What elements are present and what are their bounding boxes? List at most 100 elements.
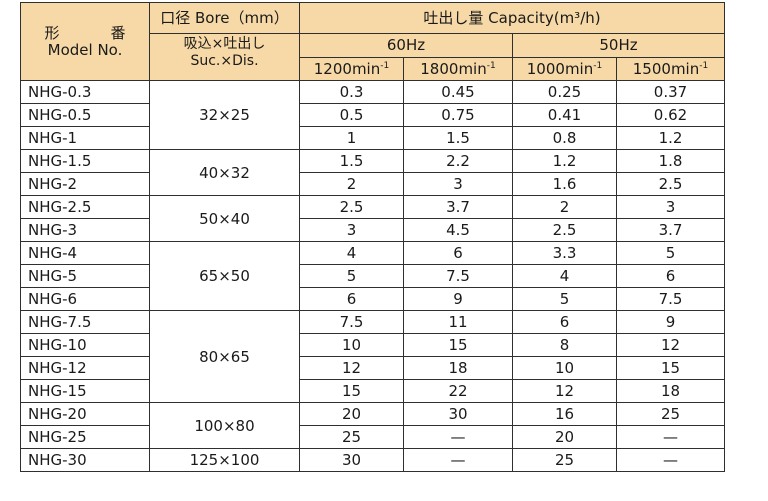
capacity-value: 0.25 bbox=[512, 80, 617, 104]
bore-cell: 50×40 bbox=[149, 195, 300, 242]
capacity-value: 6 bbox=[403, 241, 513, 265]
model-cell: NHG-4 bbox=[20, 241, 150, 265]
capacity-value: 5 bbox=[299, 264, 404, 288]
capacity-value: 7.5 bbox=[616, 287, 725, 311]
capacity-value: 25 bbox=[616, 402, 725, 426]
capacity-value: 2.5 bbox=[616, 172, 725, 196]
capacity-value: 2 bbox=[512, 195, 617, 219]
capacity-value: 12 bbox=[299, 356, 404, 380]
capacity-value: — bbox=[403, 448, 513, 472]
model-cell: NHG-25 bbox=[20, 425, 150, 449]
capacity-value: 2.2 bbox=[403, 149, 513, 173]
table-row: NHG-2 2 3 1.6 2.5 bbox=[20, 172, 725, 196]
model-cell: NHG-1 bbox=[20, 126, 150, 150]
capacity-value: 30 bbox=[403, 402, 513, 426]
speed-header-1000: 1000min-1 bbox=[512, 57, 617, 81]
table-row: NHG-25 25—20— bbox=[20, 425, 725, 449]
capacity-value: 0.75 bbox=[403, 103, 513, 127]
model-cell: NHG-0.3 bbox=[20, 80, 150, 104]
capacity-value: 2 bbox=[299, 172, 404, 196]
bore-subheader: 吸込×吐出し Suc.×Dis. bbox=[149, 33, 300, 81]
capacity-value: 6 bbox=[512, 310, 617, 334]
table-row: NHG-15 15 22 12 18 bbox=[20, 379, 725, 403]
capacity-value: 6 bbox=[299, 287, 404, 311]
bore-cell: 32×25 bbox=[149, 80, 300, 150]
capacity-value: 3.3 bbox=[512, 241, 617, 265]
model-header: 形 番 Model No. bbox=[20, 2, 150, 81]
capacity-value: 1.2 bbox=[616, 126, 725, 150]
table-row: NHG-0.3 32×25 0.3 0.45 0.25 0.37 bbox=[20, 80, 725, 150]
capacity-value: 2.5 bbox=[512, 218, 617, 242]
capacity-value: 1.5 bbox=[403, 126, 513, 150]
capacity-value: 6 bbox=[616, 264, 725, 288]
capacity-value: 0.37 bbox=[616, 80, 725, 104]
capacity-value: 30 bbox=[299, 448, 404, 472]
speed-base: 1800min bbox=[420, 59, 487, 78]
model-cell: NHG-0.5 bbox=[20, 103, 150, 127]
speed-base: 1200min bbox=[313, 59, 381, 78]
bore-cell: 65×50 bbox=[149, 241, 300, 311]
capacity-value: 1.5 bbox=[299, 149, 404, 173]
speed-base: 1500min bbox=[632, 59, 700, 78]
model-cell: NHG-3 bbox=[20, 218, 150, 242]
capacity-value: 3 bbox=[616, 195, 725, 219]
capacity-value: 0.62 bbox=[616, 103, 725, 127]
speed-sup: -1 bbox=[699, 60, 709, 71]
freq-60hz-header: 60Hz bbox=[299, 33, 513, 58]
model-cell: NHG-1.5 bbox=[20, 149, 150, 173]
model-cell: NHG-20 bbox=[20, 402, 150, 426]
capacity-spec-table: 形 番 Model No. 口径 Bore（mm） 吐出し量 Capacity(… bbox=[20, 2, 725, 472]
capacity-value: 9 bbox=[403, 287, 513, 311]
model-cell: NHG-6 bbox=[20, 287, 150, 311]
capacity-value: 15 bbox=[403, 333, 513, 357]
capacity-value: 12 bbox=[616, 333, 725, 357]
capacity-value: 25 bbox=[512, 448, 617, 472]
capacity-value: 22 bbox=[403, 379, 513, 403]
capacity-header: 吐出し量 Capacity(m³/h) bbox=[299, 2, 725, 34]
capacity-value: 3 bbox=[403, 172, 513, 196]
model-cell: NHG-15 bbox=[20, 379, 150, 403]
capacity-value: 10 bbox=[512, 356, 617, 380]
capacity-value: 11 bbox=[403, 310, 513, 334]
model-cell: NHG-10 bbox=[20, 333, 150, 357]
capacity-value: — bbox=[403, 425, 513, 449]
table-row: NHG-30 125×100 30—25— bbox=[20, 448, 725, 472]
speed-sup: -1 bbox=[593, 60, 603, 71]
bore-cell: 40×32 bbox=[149, 149, 300, 196]
table-row: NHG-20 100×80 20 30 16 25 bbox=[20, 402, 725, 449]
table-row: NHG-6 6 9 5 7.5 bbox=[20, 287, 725, 311]
table-row: NHG-2.5 50×40 2.5 3.7 2 3 bbox=[20, 195, 725, 242]
capacity-value: 4 bbox=[299, 241, 404, 265]
capacity-value: 18 bbox=[403, 356, 513, 380]
bore-cell: 80×65 bbox=[149, 310, 300, 403]
model-cell: NHG-5 bbox=[20, 264, 150, 288]
capacity-value: 20 bbox=[512, 425, 617, 449]
capacity-value: 3.7 bbox=[403, 195, 513, 219]
capacity-value: 9 bbox=[616, 310, 725, 334]
speed-sup: -1 bbox=[380, 60, 390, 71]
capacity-value: 0.5 bbox=[299, 103, 404, 127]
capacity-value: 15 bbox=[299, 379, 404, 403]
capacity-value: 0.45 bbox=[403, 80, 513, 104]
capacity-value: 1.8 bbox=[616, 149, 725, 173]
capacity-value: 12 bbox=[512, 379, 617, 403]
table-row: NHG-1.5 40×32 1.5 2.2 1.2 1.8 bbox=[20, 149, 725, 196]
capacity-value: — bbox=[616, 448, 725, 472]
model-cell: NHG-2.5 bbox=[20, 195, 150, 219]
model-cell: NHG-2 bbox=[20, 172, 150, 196]
capacity-value: 2.5 bbox=[299, 195, 404, 219]
model-header-en: Model No. bbox=[47, 40, 123, 59]
capacity-value: 7.5 bbox=[299, 310, 404, 334]
table-row: NHG-0.5 0.5 0.75 0.41 0.62 bbox=[20, 103, 725, 127]
capacity-value: 25 bbox=[299, 425, 404, 449]
capacity-value: 0.8 bbox=[512, 126, 617, 150]
bore-sub-jp: 吸込×吐出し bbox=[183, 36, 266, 52]
bore-cell: 125×100 bbox=[149, 448, 300, 472]
capacity-value: 20 bbox=[299, 402, 404, 426]
capacity-value: 15 bbox=[616, 356, 725, 380]
model-cell: NHG-30 bbox=[20, 448, 150, 472]
capacity-value: 4 bbox=[512, 264, 617, 288]
table-row: NHG-1 1 1.5 0.8 1.2 bbox=[20, 126, 725, 150]
capacity-value: — bbox=[616, 425, 725, 449]
capacity-value: 1.2 bbox=[512, 149, 617, 173]
